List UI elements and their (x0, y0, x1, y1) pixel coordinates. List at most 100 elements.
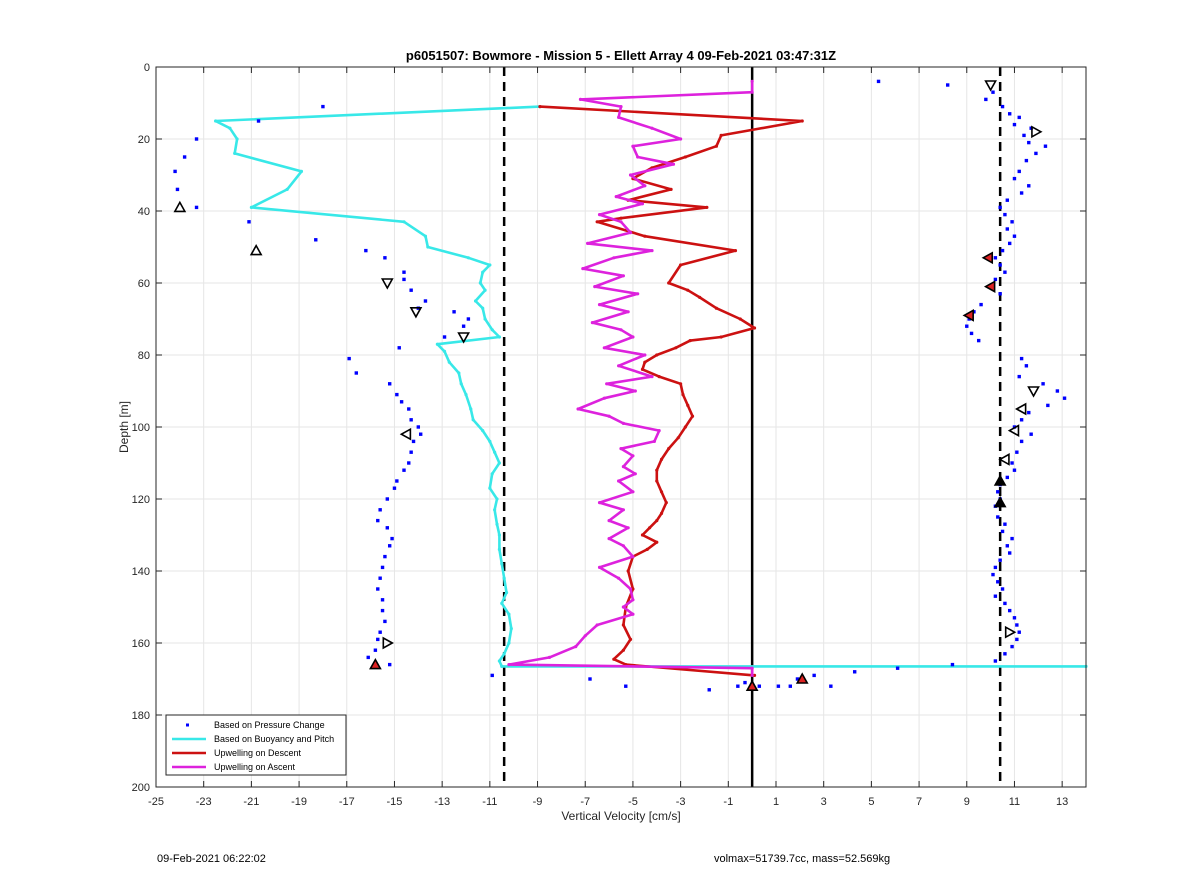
legend-entry-label: Based on Buoyancy and Pitch (214, 734, 334, 744)
line-vertex-point (619, 105, 623, 109)
y-tick-label: 100 (132, 422, 150, 434)
line-vertex-point (607, 414, 611, 418)
triangle-marker (795, 672, 809, 684)
pressure-change-point (321, 104, 325, 109)
pressure-change-point (376, 587, 380, 591)
legend-box (165, 714, 347, 776)
pressure-change-point (1041, 382, 1045, 386)
x-tick-label: 11 (1009, 796, 1020, 808)
line-vertex-point (626, 526, 630, 530)
pressure-change-point (1010, 461, 1014, 465)
line-vertex-point (750, 90, 754, 94)
pressure-change-point (402, 270, 406, 274)
line-vertex-point (655, 468, 659, 472)
pressure-change-point (364, 248, 368, 253)
triangle-marker (380, 278, 394, 290)
line-vertex-point (490, 472, 494, 476)
pressure-change-point (380, 598, 385, 602)
line-vertex-point (679, 137, 683, 141)
pressure-change-point (965, 324, 969, 328)
line-vertex-point (631, 612, 635, 616)
line-vertex-point (497, 335, 501, 339)
triangle-marker (173, 200, 187, 213)
line-vertex-point (214, 119, 218, 123)
y-tick-label: 80 (138, 350, 150, 362)
pressure-change-point (373, 648, 378, 652)
axis-ticks: -25 -23 -21 -19 -17 -15 -13 -11 -9 -7 -5 -3 -1 1 3 5 7 9 1… (132, 62, 1086, 808)
line-vertex-point (657, 375, 661, 379)
line-vertex-point (633, 472, 637, 476)
y-tick-label: 120 (132, 494, 150, 506)
line-vertex-point (628, 637, 633, 642)
pressure-change-point (1027, 410, 1031, 415)
triangle-marker (962, 309, 974, 322)
pressure-change-point (387, 382, 392, 386)
line-vertex-point (507, 612, 511, 616)
pressure-change-point (409, 418, 413, 422)
pressure-change-point (998, 558, 1002, 562)
pressure-change-point (707, 688, 711, 692)
x-tick-label: -5 (628, 796, 638, 808)
line-vertex-point (488, 486, 492, 490)
pressure-change-point (852, 670, 857, 674)
pressure-change-point (1019, 418, 1024, 422)
line-vertex-point (626, 569, 630, 573)
line-vertex-point (495, 522, 499, 526)
line-vertex-point (640, 202, 645, 206)
pressure-change-point (1012, 122, 1017, 127)
line-vertex-point (612, 256, 616, 260)
pressure-change-point (991, 572, 995, 577)
pressure-change-point (1007, 112, 1012, 116)
pressure-change-point (1005, 198, 1010, 202)
buoyancy-pitch-line (214, 105, 1086, 668)
pressure-change-point (402, 468, 406, 472)
line-vertex-point (464, 393, 468, 397)
triangle-marker (993, 495, 1007, 508)
line-vertex-point (447, 360, 451, 364)
line-vertex-point (621, 648, 625, 652)
pressure-change-point (895, 666, 900, 670)
pressure-change-point (1007, 241, 1012, 246)
pressure-change-point (378, 630, 382, 634)
pressure-change-point (390, 536, 394, 541)
line-vertex-point (679, 382, 683, 386)
line-vertex-point (228, 126, 232, 130)
pressure-change-point (1034, 151, 1038, 156)
line-vertex-point (504, 591, 509, 595)
line-vertex-point (583, 634, 587, 638)
line-vertex-point (402, 220, 406, 224)
legend-entry-label: Upwelling on Descent (214, 748, 302, 758)
line-vertex-point (233, 151, 237, 155)
line-vertex-point (590, 321, 594, 325)
pressure-change-point (1017, 115, 1021, 120)
line-vertex-point (645, 547, 649, 552)
pressure-change-point (380, 565, 385, 570)
line-vertex-point (705, 205, 709, 209)
line-vertex-point (643, 184, 647, 188)
line-vertex-point (621, 508, 625, 512)
line-vertex-point (605, 382, 609, 386)
pressure-change-point (1003, 601, 1007, 606)
line-vertex-point (679, 263, 683, 267)
pressure-change-point (976, 338, 981, 343)
line-vertex-point (488, 439, 492, 443)
line-vertex-point (473, 299, 478, 303)
line-vertex-point (643, 353, 647, 357)
pressure-change-point (466, 317, 471, 321)
y-tick-label: 140 (132, 566, 150, 578)
line-vertex-point (423, 234, 428, 238)
pressure-change-point (1012, 616, 1017, 620)
y-tick-label: 60 (138, 278, 150, 290)
pressure-change-point (996, 515, 1000, 519)
pressure-change-point (812, 673, 816, 678)
pressure-change-point (1005, 544, 1010, 548)
line-vertex-point (621, 421, 625, 425)
line-vertex-point (676, 436, 680, 440)
triangle-marker (981, 251, 994, 265)
y-axis-label: Depth [m] (117, 401, 131, 453)
line-vertex-point (719, 335, 723, 339)
pressure-change-point (757, 684, 762, 688)
pressure-change-point (383, 554, 387, 559)
line-vertex-point (659, 457, 664, 461)
